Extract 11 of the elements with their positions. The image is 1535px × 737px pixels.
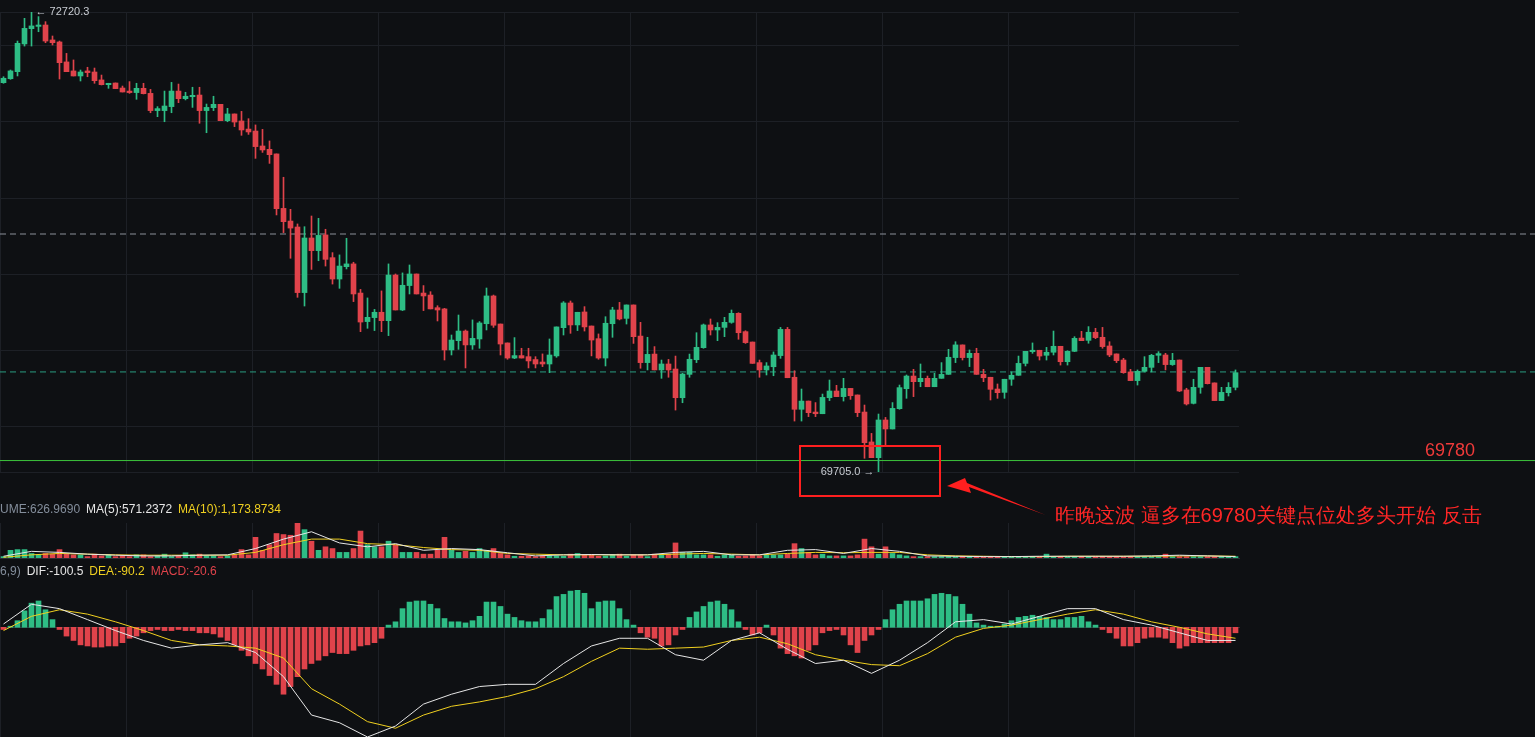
text: MA(10):1,173.8734 [178,502,282,517]
text: MA(5):571.2372 [86,502,173,517]
text: MACD:-20.6 [150,564,218,579]
text: DIF:-100.5 [26,564,84,579]
text: DEA:-90.2 [89,564,146,579]
annotation: 昨晚这波 逼多在69780关键点位处多头开始 反击 [1055,503,1482,528]
text: UME:626.9690 [0,502,81,517]
ref-line-label: 69780 [1424,439,1475,460]
annotation: 69705.0 → [820,465,875,478]
text: 6,9) [0,564,21,579]
annotation: ← 72720.3 [35,5,90,18]
